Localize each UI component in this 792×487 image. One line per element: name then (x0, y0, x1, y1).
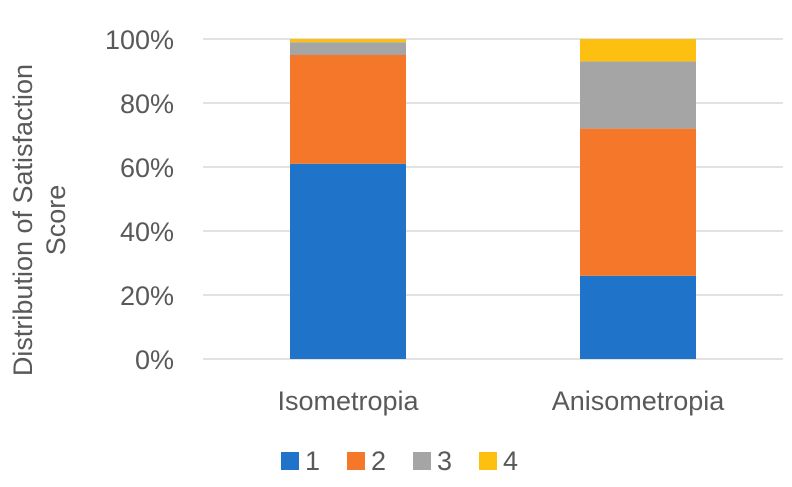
y-axis-label: Distribution of Satisfaction Score (8, 64, 71, 376)
bar-segment-series-4 (290, 39, 406, 43)
legend-item-1: 1 (281, 446, 320, 476)
legend-item-3: 3 (413, 446, 452, 476)
y-tick-label: 40% (120, 217, 174, 247)
legend-label: 4 (503, 446, 518, 476)
legend-label: 2 (371, 446, 386, 476)
y-tick-label: 20% (120, 281, 174, 311)
bar-segment-series-3 (580, 61, 696, 129)
legend-swatch (413, 452, 431, 470)
legend-label: 3 (437, 446, 452, 476)
bar-segment-series-4 (580, 39, 696, 62)
legend-swatch (281, 452, 299, 470)
y-axis-title: Distribution of Satisfaction Score (8, 64, 71, 376)
y-tick-label: 60% (120, 153, 174, 183)
legend-swatch (479, 452, 497, 470)
legend-item-4: 4 (479, 446, 518, 476)
bar-segment-series-2 (290, 55, 406, 164)
y-axis-title-line: Score (41, 185, 71, 256)
x-axis-ticks: Isometropia Anisometropia (277, 386, 725, 416)
legend-item-2: 2 (347, 446, 386, 476)
y-tick-label: 80% (120, 89, 174, 119)
x-tick-label: Anisometropia (552, 386, 726, 416)
legend-label: 1 (305, 446, 320, 476)
legend: 1 2 3 4 (281, 446, 518, 476)
y-axis-ticks: 0% 20% 40% 60% 80% 100% (105, 25, 174, 375)
bars (290, 39, 696, 359)
y-axis-title-line: Distribution of Satisfaction (8, 64, 38, 376)
x-tick-label: Isometropia (277, 386, 419, 416)
bar-segment-series-3 (290, 42, 406, 55)
y-tick-label: 0% (135, 345, 174, 375)
bar-segment-series-1 (580, 275, 696, 359)
y-tick-label: 100% (105, 25, 174, 55)
bar-segment-series-1 (290, 163, 406, 359)
bar-segment-series-2 (580, 128, 696, 276)
legend-swatch (347, 452, 365, 470)
